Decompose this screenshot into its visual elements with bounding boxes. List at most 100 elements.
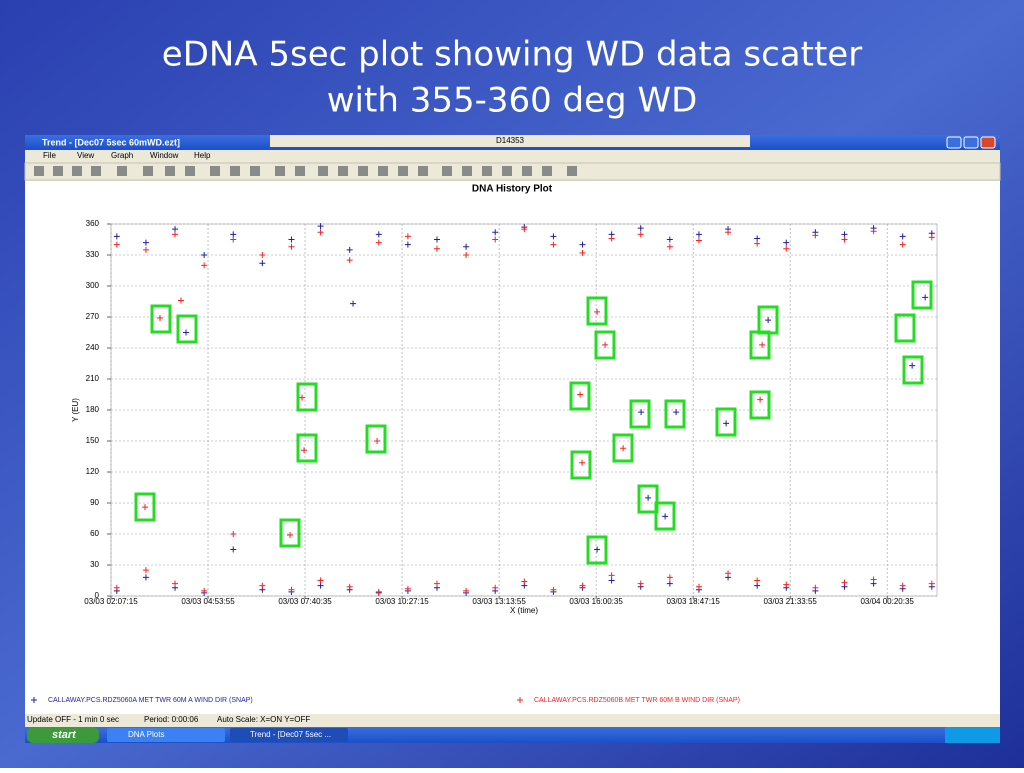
point: [812, 584, 819, 591]
y-tick-label: 210: [86, 374, 100, 383]
point: [178, 297, 185, 304]
taskbar: start DNA Plots Trend - [Dec07 5sec ...: [25, 727, 1000, 743]
point: [463, 243, 470, 250]
inner-tab: [270, 135, 750, 147]
point: [259, 260, 266, 267]
point: [113, 584, 120, 591]
maximize-button[interactable]: [963, 136, 979, 149]
x-tick-label: 03/03 18:47:15: [666, 597, 720, 606]
y-tick-label: 300: [86, 281, 100, 290]
point: [230, 531, 237, 537]
point: [637, 231, 644, 238]
point: [666, 574, 673, 581]
point: [870, 228, 877, 235]
point: [317, 577, 324, 584]
y-tick-label: 60: [90, 529, 99, 538]
chart: DNA History Plot X (time) Y (EU) 0 30 60 90…: [71, 184, 938, 615]
legend-label: CALLAWAY.PCS.RDZ5060A MET TWR 60M A WIND…: [48, 697, 253, 704]
point: [602, 341, 609, 348]
point: [666, 243, 673, 250]
task-label: Trend - [Dec07 5sec ...: [250, 730, 331, 739]
point: [142, 246, 149, 253]
point: [201, 252, 208, 258]
y-tick-label: 0: [95, 591, 100, 600]
y-tick-label: 150: [86, 436, 100, 445]
task-button[interactable]: [230, 728, 348, 742]
y-tick-label: 240: [86, 343, 100, 352]
point: [142, 567, 149, 574]
close-button[interactable]: [980, 136, 996, 149]
minimize-button[interactable]: [946, 136, 962, 149]
legend: CALLAWAY.PCS.RDZ5060A MET TWR 60M A WIND…: [31, 697, 740, 704]
menu-item[interactable]: Help: [194, 151, 211, 160]
point: [899, 241, 906, 248]
start-label: start: [52, 729, 77, 741]
point: [346, 257, 353, 264]
point: [666, 236, 673, 243]
point: [754, 235, 761, 242]
point: [201, 262, 208, 269]
point: [492, 584, 499, 591]
point: [492, 236, 499, 243]
point: [433, 236, 440, 243]
point: [579, 249, 586, 256]
point: [645, 494, 652, 501]
point: [673, 409, 680, 416]
point: [521, 226, 528, 233]
point: [350, 300, 357, 307]
point: [374, 438, 381, 444]
point: [870, 576, 877, 583]
point: [404, 233, 411, 240]
status-bar: Update OFF - 1 min 0 sec Period: 0:00:06…: [25, 714, 1000, 727]
x-tick-label: 03/03 16:00:35: [569, 597, 623, 606]
point: [375, 239, 382, 246]
menu-item[interactable]: Window: [150, 151, 179, 160]
point: [201, 587, 208, 594]
y-tick-label: 330: [86, 250, 100, 259]
point: [113, 241, 120, 248]
y-tick-label: 30: [90, 560, 99, 569]
point: [259, 252, 266, 258]
point: [922, 294, 929, 301]
point: [695, 231, 702, 238]
point: [288, 243, 295, 250]
menu-item[interactable]: File: [43, 151, 56, 160]
point: [725, 229, 732, 236]
tab-label: D14353: [496, 136, 525, 145]
point: [157, 315, 164, 322]
point: [812, 232, 819, 239]
point: [899, 233, 906, 240]
chart-title: DNA History Plot: [472, 184, 553, 195]
point: [375, 588, 382, 595]
point: [754, 582, 761, 589]
point: [662, 513, 669, 520]
point: [759, 341, 766, 348]
point: [317, 229, 324, 236]
menu-item[interactable]: Graph: [111, 151, 133, 160]
point: [172, 226, 179, 233]
x-tick-label: 03/03 02:07:15: [84, 597, 138, 606]
y-tick-label: 270: [86, 312, 100, 321]
point: [620, 445, 627, 452]
window-title: Trend - [Dec07 5sec 60mWD.ezt]: [42, 137, 180, 147]
point: [637, 225, 644, 232]
x-axis-label: X (time): [510, 606, 538, 615]
point: [695, 237, 702, 244]
y-tick-label: 90: [90, 498, 99, 507]
point: [259, 582, 266, 589]
slide-title: with 355-360 deg WD: [327, 81, 698, 121]
point: [404, 585, 411, 592]
point: [608, 577, 615, 584]
menu-bar: File View Graph Window Help: [43, 151, 211, 160]
point: [317, 582, 324, 589]
plot-canvas: [25, 181, 1000, 714]
point: [695, 583, 702, 590]
point: [899, 582, 906, 589]
start-button[interactable]: [27, 727, 99, 743]
task-button[interactable]: [107, 728, 225, 742]
point: [579, 241, 586, 248]
point: [594, 308, 601, 315]
menu-item[interactable]: View: [77, 151, 94, 160]
legend-marker: [31, 697, 37, 703]
point: [928, 580, 935, 587]
